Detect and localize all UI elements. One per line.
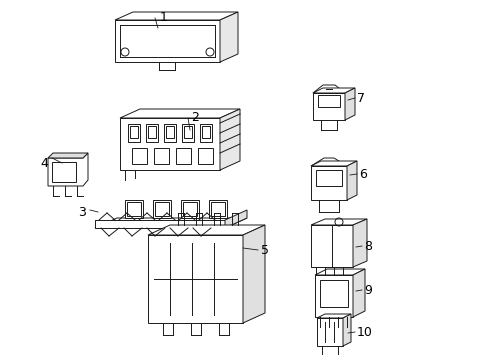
Polygon shape [183, 202, 197, 216]
Polygon shape [200, 124, 212, 142]
Polygon shape [132, 148, 147, 164]
Polygon shape [345, 88, 354, 120]
Text: 2: 2 [191, 111, 199, 123]
Text: 10: 10 [356, 325, 372, 338]
Polygon shape [220, 12, 238, 62]
Text: 1: 1 [160, 10, 167, 23]
Polygon shape [208, 200, 226, 218]
Polygon shape [314, 269, 364, 275]
Polygon shape [127, 202, 141, 216]
Polygon shape [176, 148, 191, 164]
Polygon shape [165, 126, 174, 138]
Polygon shape [312, 93, 345, 120]
Polygon shape [243, 225, 264, 323]
Polygon shape [183, 126, 192, 138]
Polygon shape [148, 225, 264, 235]
Polygon shape [315, 170, 341, 186]
Text: 4: 4 [40, 157, 48, 170]
Polygon shape [342, 314, 350, 346]
Polygon shape [130, 126, 138, 138]
Text: 5: 5 [261, 243, 268, 256]
Polygon shape [146, 124, 158, 142]
Polygon shape [210, 202, 224, 216]
Polygon shape [224, 210, 246, 228]
Polygon shape [310, 166, 346, 200]
Text: 7: 7 [356, 91, 364, 104]
Polygon shape [310, 158, 346, 166]
Polygon shape [125, 200, 142, 218]
Polygon shape [154, 148, 169, 164]
Polygon shape [182, 124, 194, 142]
Polygon shape [163, 124, 176, 142]
Polygon shape [52, 162, 76, 182]
Polygon shape [317, 95, 339, 107]
Text: 8: 8 [363, 239, 371, 252]
Polygon shape [181, 200, 199, 218]
Polygon shape [120, 118, 220, 170]
Polygon shape [95, 218, 246, 228]
Polygon shape [310, 161, 356, 166]
Polygon shape [115, 20, 220, 62]
Polygon shape [48, 153, 88, 186]
Polygon shape [220, 109, 240, 170]
Text: 3: 3 [78, 206, 86, 219]
Text: 9: 9 [363, 284, 371, 297]
Polygon shape [310, 219, 366, 225]
Polygon shape [316, 314, 350, 318]
Polygon shape [314, 275, 352, 317]
Polygon shape [115, 12, 238, 20]
Polygon shape [95, 220, 224, 228]
Polygon shape [202, 126, 209, 138]
Text: 6: 6 [358, 167, 366, 180]
Polygon shape [316, 318, 342, 346]
Polygon shape [148, 235, 243, 323]
Polygon shape [155, 202, 169, 216]
Polygon shape [312, 88, 354, 93]
Polygon shape [319, 280, 347, 307]
Polygon shape [198, 148, 213, 164]
Polygon shape [310, 225, 352, 267]
Polygon shape [153, 200, 171, 218]
Polygon shape [352, 269, 364, 317]
Polygon shape [346, 161, 356, 200]
Polygon shape [120, 109, 240, 118]
Polygon shape [48, 153, 88, 158]
Polygon shape [148, 126, 156, 138]
Polygon shape [128, 124, 140, 142]
Polygon shape [352, 219, 366, 267]
Polygon shape [312, 85, 345, 93]
